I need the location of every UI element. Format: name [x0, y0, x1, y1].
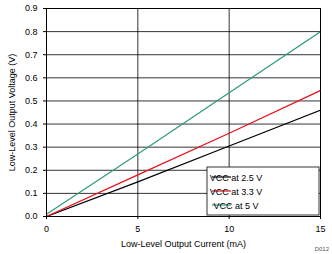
svg-text:Low-Level Output Voltage (V): Low-Level Output Voltage (V) [7, 54, 17, 172]
svg-text:0: 0 [44, 224, 49, 234]
svg-text:0.8: 0.8 [25, 26, 38, 36]
svg-text:15: 15 [315, 224, 325, 234]
svg-text:0.6: 0.6 [25, 73, 38, 83]
svg-text:10: 10 [224, 224, 234, 234]
svg-text:0.1: 0.1 [25, 188, 38, 198]
svg-text:VCC at 5 V: VCC at 5 V [213, 201, 258, 211]
svg-text:0.2: 0.2 [25, 165, 38, 175]
svg-text:VCC at 3.3 V: VCC at 3.3 V [210, 187, 263, 197]
svg-text:Low-Level Output Current (mA): Low-Level Output Current (mA) [121, 239, 246, 249]
svg-text:0.7: 0.7 [25, 50, 38, 60]
svg-text:D012: D012 [315, 246, 330, 252]
svg-text:0.4: 0.4 [25, 119, 38, 129]
svg-text:0.3: 0.3 [25, 142, 38, 152]
svg-text:0.5: 0.5 [25, 96, 38, 106]
svg-text:5: 5 [135, 224, 140, 234]
svg-text:VCC at 2.5 V: VCC at 2.5 V [210, 173, 263, 183]
svg-text:0.9: 0.9 [25, 3, 38, 13]
svg-text:0.0: 0.0 [25, 211, 38, 221]
